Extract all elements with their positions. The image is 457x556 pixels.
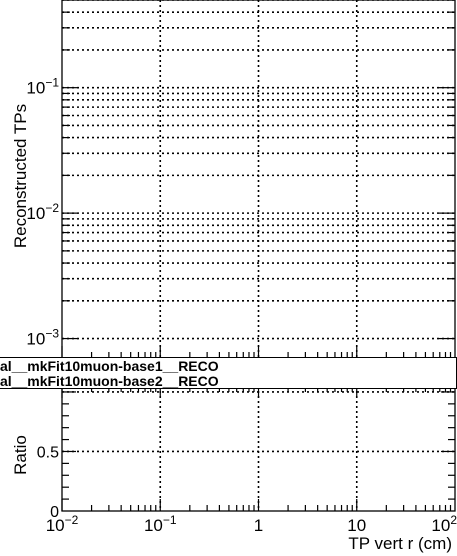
x-tick-label: 1 xyxy=(254,516,263,535)
x-tick-label: 10 xyxy=(347,516,366,535)
x-tick-labels: 10−2 10−1 1 10 102 xyxy=(46,513,457,535)
upper-panel: 10−1 10−2 10−3 Reconstructed TPs xyxy=(11,0,456,359)
legend-entry: al__mkFit10muon-base1__RECO xyxy=(0,358,219,374)
ratio-panel: 00.5 10−2 10−1 1 10 102 Ratio TP vert r (cm) xyxy=(11,385,457,553)
upper-frame xyxy=(61,0,456,359)
legend: al__mkFit10muon-base1__RECO al__mkFit10m… xyxy=(0,357,457,389)
upper-y-tick-labels: 10−1 10−2 10−3 xyxy=(26,76,59,349)
upper-grid xyxy=(62,0,455,358)
x-tick-label: 10−2 xyxy=(46,513,79,535)
ratio-y-axis-label: Ratio xyxy=(11,435,30,475)
y-tick-label: 0.5 xyxy=(37,444,59,461)
y-tick-label: 10−2 xyxy=(26,201,59,223)
upper-y-ticks xyxy=(61,0,455,358)
ratio-grid xyxy=(62,386,455,511)
ratio-y-tick-labels: 00.5 xyxy=(37,444,59,521)
x-tick-label: 10−1 xyxy=(144,513,177,535)
upper-y-axis-label: Reconstructed TPs xyxy=(11,104,30,248)
y-tick-label: 0 xyxy=(50,504,59,521)
y-tick-label: 10−1 xyxy=(26,76,59,98)
y-tick-label: 10−3 xyxy=(26,327,59,349)
legend-entry: al__mkFit10muon-base2__RECO xyxy=(0,373,219,389)
x-tick-label: 102 xyxy=(431,513,457,535)
x-axis-label: TP vert r (cm) xyxy=(348,534,452,553)
